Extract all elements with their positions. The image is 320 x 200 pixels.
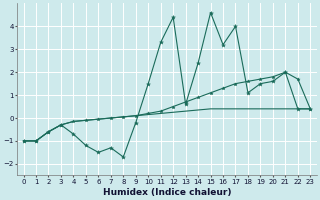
X-axis label: Humidex (Indice chaleur): Humidex (Indice chaleur) <box>103 188 231 197</box>
